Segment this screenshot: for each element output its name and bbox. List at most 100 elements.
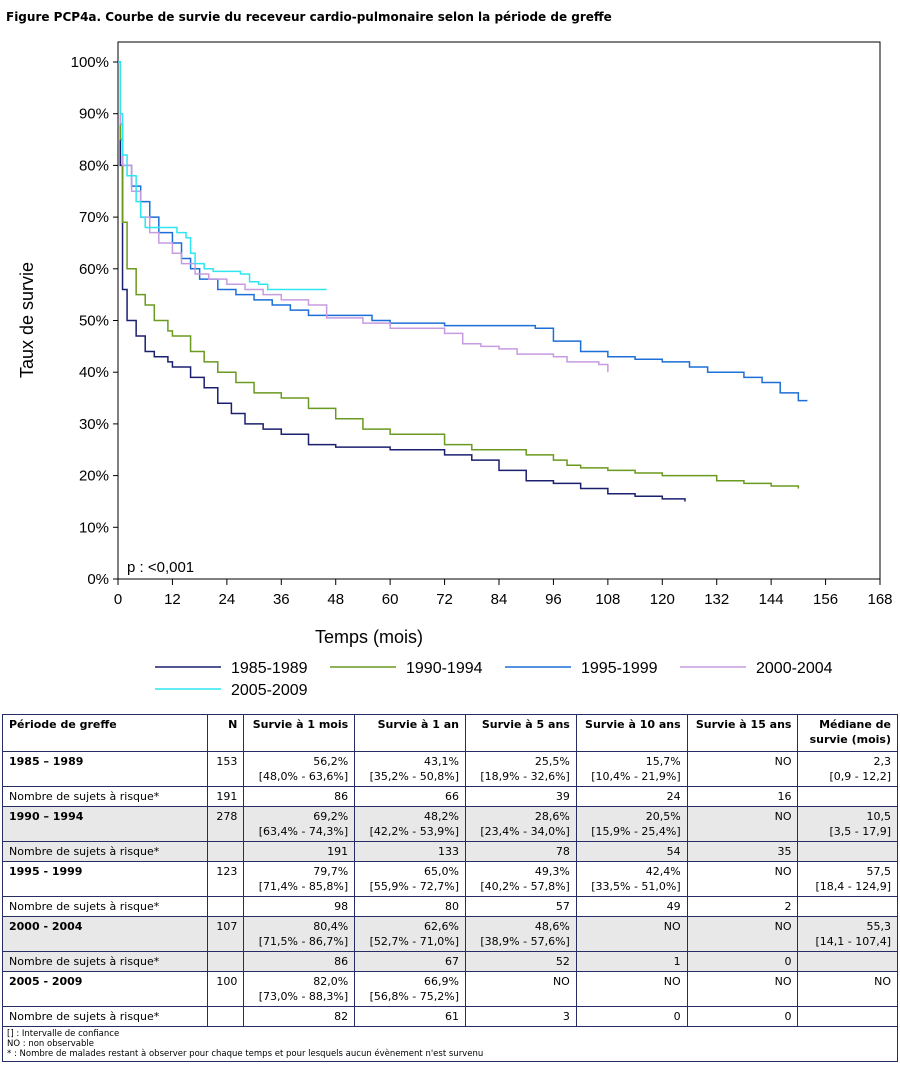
- table-header-row: Période de greffe N Survie à 1 mois Survie …: [1, 714, 898, 752]
- risk-cell: 49: [575, 896, 688, 917]
- x-tick-label: 48: [327, 591, 344, 608]
- legend-label: 1985-1989: [231, 660, 308, 677]
- risk-cell: 66: [354, 786, 466, 807]
- risk-cell: [207, 951, 245, 972]
- risk-cell: 191: [207, 786, 245, 807]
- period-cell: 1990 – 1994: [1, 806, 209, 842]
- risk-cell: 191: [243, 841, 356, 862]
- survival-cell: 49,3% [40,2% - 57,8%]: [465, 861, 577, 897]
- risk-label: Nombre de sujets à risque*: [1, 841, 209, 862]
- n-cell: 278: [207, 806, 245, 842]
- survival-cell: 57,5 [18,4 - 124,9]: [797, 861, 898, 897]
- survival-cell: 62,6% [52,7% - 71,0%]: [354, 916, 466, 952]
- legend-label: 1995-1999: [581, 660, 658, 677]
- risk-cell: [797, 896, 898, 917]
- n-cell: 153: [207, 751, 245, 787]
- legend-label: 2000-2004: [756, 660, 833, 677]
- survival-cell: NO: [686, 861, 799, 897]
- y-tick-label: 90%: [79, 106, 109, 123]
- risk-cell: 54: [575, 841, 688, 862]
- table-header-cell: Période de greffe: [1, 714, 209, 752]
- figure-title: Figure PCP4a. Courbe de survie du receve…: [6, 10, 612, 24]
- p-value-annotation: p : <0,001: [127, 559, 194, 576]
- x-axis-label: Temps (mois): [315, 627, 423, 647]
- y-tick-label: 10%: [79, 519, 109, 536]
- risk-cell: 78: [465, 841, 577, 862]
- risk-cell: 80: [354, 896, 466, 917]
- survival-cell: 15,7% [10,4% - 21,9%]: [575, 751, 688, 787]
- period-cell: 1985 – 1989: [1, 751, 209, 787]
- table-header-cell: N: [207, 714, 245, 752]
- risk-cell: 57: [465, 896, 577, 917]
- risk-row: Nombre de sujets à risque* 98 80 57 49 2: [1, 896, 898, 917]
- table-row: 1985 – 1989 153 56,2% [48,0% - 63,6%] 43,1%[…: [1, 751, 898, 787]
- table-header-cell: Survie à 1 an: [354, 714, 466, 752]
- risk-cell: 86: [243, 786, 356, 807]
- y-tick-label: 100%: [71, 54, 109, 71]
- x-tick-label: 144: [759, 591, 784, 608]
- risk-cell: 0: [686, 1006, 799, 1027]
- survival-cell: 79,7% [71,4% - 85,8%]: [243, 861, 356, 897]
- risk-cell: [207, 1006, 245, 1027]
- survival-cell: 55,3 [14,1 - 107,4]: [797, 916, 898, 952]
- survival-cell: 65,0% [55,9% - 72,7%]: [354, 861, 466, 897]
- survival-cell: NO: [575, 916, 688, 952]
- y-axis-label: Taux de survie: [17, 262, 37, 378]
- x-tick-label: 96: [545, 591, 562, 608]
- risk-cell: 0: [686, 951, 799, 972]
- table-row: 1990 – 1994 278 69,2% [63,4% - 74,3%] 48,2%[…: [1, 806, 898, 842]
- risk-cell: 61: [354, 1006, 466, 1027]
- series-line-2005-2009: [118, 61, 327, 291]
- table-header-cell: Médiane de survie (mois): [797, 714, 898, 752]
- risk-cell: 86: [243, 951, 356, 972]
- table-header-cell: Survie à 1 mois: [243, 714, 356, 752]
- series-line-1995-1999: [118, 61, 808, 402]
- survival-cell: NO: [797, 971, 898, 1007]
- survival-chart: 0% 10% 20% 30% 40% 50% 60% 70% 80% 90% 100% 0 12 24 36…: [17, 41, 893, 699]
- survival-cell: 82,0% [73,0% - 88,3%]: [243, 971, 356, 1007]
- x-tick-label: 84: [491, 591, 508, 608]
- period-cell: 1995 - 1999: [1, 861, 209, 897]
- survival-cell: 48,2% [42,2% - 53,9%]: [354, 806, 466, 842]
- risk-cell: 98: [243, 896, 356, 917]
- table-header-cell: Survie à 5 ans: [465, 714, 577, 752]
- survival-cell: 20,5% [15,9% - 25,4%]: [575, 806, 688, 842]
- risk-cell: 24: [575, 786, 688, 807]
- risk-label: Nombre de sujets à risque*: [1, 786, 209, 807]
- survival-table: Période de greffe N Survie à 1 mois Survie …: [1, 714, 898, 1062]
- survival-cell: NO: [465, 971, 577, 1007]
- x-tick-label: 12: [164, 591, 181, 608]
- risk-row: Nombre de sujets à risque* 86 67 52 1 0: [1, 951, 898, 972]
- series-line-1985-1989: [118, 61, 686, 502]
- survival-cell: 25,5% [18,9% - 32,6%]: [465, 751, 577, 787]
- risk-cell: 67: [354, 951, 466, 972]
- survival-cell: 56,2% [48,0% - 63,6%]: [243, 751, 356, 787]
- risk-cell: [797, 841, 898, 862]
- table-header-cell: Survie à 15 ans: [686, 714, 799, 752]
- y-tick-label: 60%: [79, 261, 109, 278]
- survival-cell: NO: [686, 971, 799, 1007]
- risk-cell: 52: [465, 951, 577, 972]
- table-row: 2000 - 2004 107 80,4% [71,5% - 86,7%] 62,6%[…: [1, 916, 898, 952]
- table-header-cell: Survie à 10 ans: [575, 714, 688, 752]
- y-tick-label: 70%: [79, 209, 109, 226]
- x-tick-label: 168: [867, 591, 892, 608]
- risk-cell: 3: [465, 1006, 577, 1027]
- risk-cell: [797, 786, 898, 807]
- risk-cell: 133: [354, 841, 466, 862]
- risk-cell: [207, 841, 245, 862]
- n-cell: 100: [207, 971, 245, 1007]
- table-row: 1995 - 1999 123 79,7% [71,4% - 85,8%] 65,0%[…: [1, 861, 898, 897]
- x-tick-label: 72: [436, 591, 453, 608]
- table-row: 2005 - 2009 100 82,0% [73,0% - 88,3%] 66,9%[…: [1, 971, 898, 1007]
- risk-cell: 2: [686, 896, 799, 917]
- x-tick-label: 24: [219, 591, 236, 608]
- n-cell: 107: [207, 916, 245, 952]
- survival-cell: 43,1% [35,2% - 50,8%]: [354, 751, 466, 787]
- survival-cell: NO: [686, 806, 799, 842]
- risk-row: Nombre de sujets à risque* 191 133 78 54 35: [1, 841, 898, 862]
- survival-cell: NO: [686, 916, 799, 952]
- y-tick-label: 0%: [87, 571, 109, 588]
- x-tick-label: 0: [114, 591, 122, 608]
- risk-cell: 82: [243, 1006, 356, 1027]
